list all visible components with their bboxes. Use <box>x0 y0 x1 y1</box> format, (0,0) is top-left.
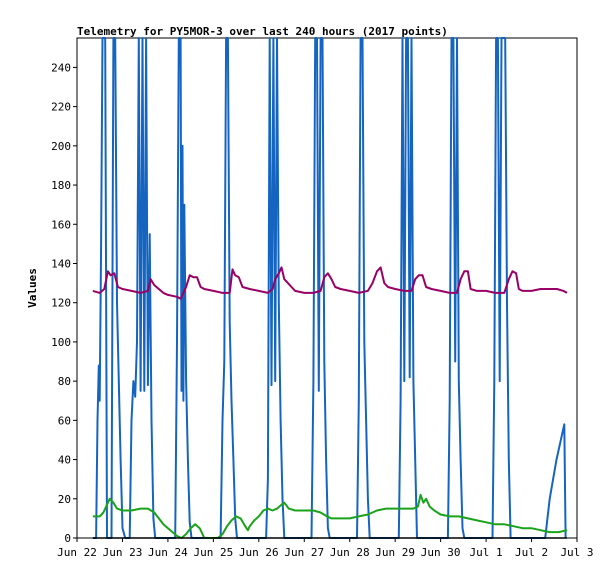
x-tick-label: Jun 23 <box>103 546 143 559</box>
series-line-2 <box>92 266 568 300</box>
x-ticks: Jun 22 Jun 23 Jun 24 Jun 25 Jun 26 Jun 27 Jun … <box>57 538 594 559</box>
x-tick-label: Jun 30 <box>421 546 461 559</box>
y-tick-label: 160 <box>51 218 71 231</box>
x-tick-label: Jun 22 <box>57 546 97 559</box>
series-layer <box>92 37 568 539</box>
y-ticks: 0 20 40 60 80 100 120 140 160 180 200 220 240 <box>51 61 77 545</box>
y-tick-label: 20 <box>58 493 71 506</box>
y-tick-label: 0 <box>64 532 71 545</box>
x-tick-label: Jun 27 <box>284 546 324 559</box>
x-tick-label: Jun 26 <box>239 546 279 559</box>
y-tick-label: 60 <box>58 414 71 427</box>
chart-title: Telemetry for PY5MOR-3 over last 240 hou… <box>77 25 448 38</box>
y-tick-label: 100 <box>51 336 71 349</box>
y-tick-label: 200 <box>51 140 71 153</box>
x-tick-label: Jun 25 <box>193 546 233 559</box>
y-tick-label: 40 <box>58 454 71 467</box>
x-tick-label: Jul 3 <box>560 546 593 559</box>
y-tick-label: 240 <box>51 61 71 74</box>
series-line-3 <box>92 493 568 539</box>
x-tick-label: Jun 28 <box>330 546 370 559</box>
y-tick-label: 140 <box>51 257 71 270</box>
x-tick-label: Jul 1 <box>470 546 503 559</box>
y-tick-label: 80 <box>58 375 71 388</box>
y-tick-label: 220 <box>51 101 71 114</box>
x-tick-label: Jul 2 <box>515 546 548 559</box>
y-tick-label: 120 <box>51 297 71 310</box>
y-tick-label: 180 <box>51 179 71 192</box>
x-tick-label: Jun 29 <box>375 546 415 559</box>
y-axis-label: Values <box>26 268 39 308</box>
x-tick-label: Jun 24 <box>148 546 188 559</box>
